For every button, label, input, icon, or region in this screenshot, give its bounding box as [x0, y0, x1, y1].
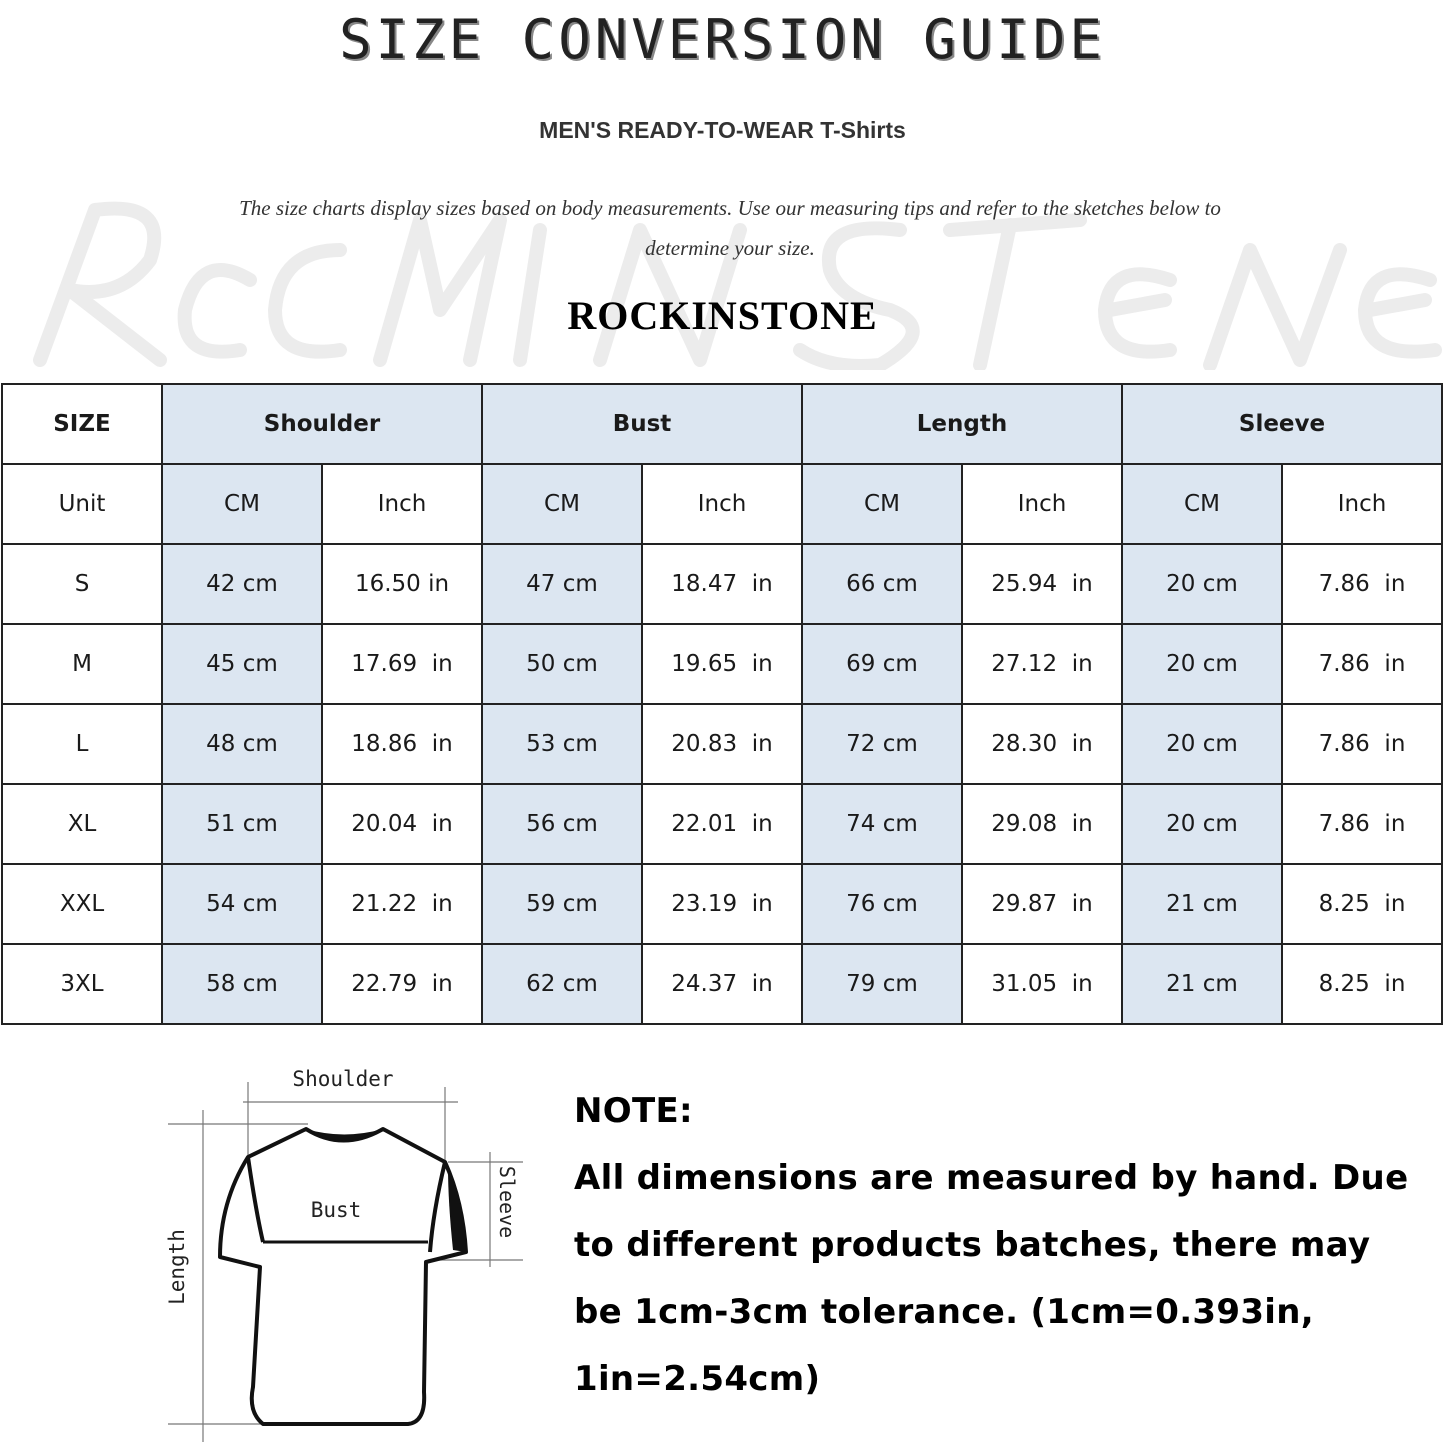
- unit-cell: CM: [481, 463, 643, 545]
- sleeve-header: Sleeve: [1121, 383, 1443, 465]
- table-row: 3XL 58 cm 22.79 in 62 cm 24.37 in 79 cm 31.05 …: [1, 943, 1443, 1025]
- unit-row: Unit CM Inch CM Inch CM Inch CM Inch: [1, 463, 1443, 545]
- table-header-row: SIZE Shoulder Bust Length Sleeve: [1, 383, 1443, 465]
- measurement-cell: 7.86 in: [1281, 543, 1443, 625]
- measurement-cell: 18.47 in: [641, 543, 803, 625]
- measurement-cell: 17.69 in: [321, 623, 483, 705]
- measurement-cell: 66 cm: [801, 543, 963, 625]
- measurement-cell: 31.05 in: [961, 943, 1123, 1025]
- measurement-cell: 23.19 in: [641, 863, 803, 945]
- measurement-cell: 56 cm: [481, 783, 643, 865]
- measurement-cell: 29.87 in: [961, 863, 1123, 945]
- subtitle: MEN'S READY-TO-WEAR T-Shirts: [539, 117, 906, 143]
- measurement-cell: 21 cm: [1121, 943, 1283, 1025]
- measurement-cell: 48 cm: [161, 703, 323, 785]
- length-label: Length: [165, 1229, 189, 1305]
- brand-name: ROCKINSTONE: [567, 293, 878, 338]
- unit-cell: CM: [1121, 463, 1283, 545]
- measurement-cell: 21 cm: [1121, 863, 1283, 945]
- size-cell: L: [1, 703, 163, 785]
- table-row: XL 51 cm 20.04 in 56 cm 22.01 in 74 cm 29.08 i…: [1, 783, 1443, 865]
- note-text: All dimensions are measured by hand. Due…: [574, 1158, 1409, 1399]
- shoulder-header: Shoulder: [161, 383, 483, 465]
- measurement-cell: 28.30 in: [961, 703, 1123, 785]
- measurement-cell: 76 cm: [801, 863, 963, 945]
- measurement-cell: 20.83 in: [641, 703, 803, 785]
- measurement-cell: 22.01 in: [641, 783, 803, 865]
- unit-cell: CM: [801, 463, 963, 545]
- measurement-cell: 74 cm: [801, 783, 963, 865]
- measurement-cell: 22.79 in: [321, 943, 483, 1025]
- measurement-cell: 29.08 in: [961, 783, 1123, 865]
- page-title: SIZE CONVERSION GUIDE: [339, 8, 1106, 71]
- table-row: XXL 54 cm 21.22 in 59 cm 23.19 in 76 cm 29.87 …: [1, 863, 1443, 945]
- measurement-cell: 53 cm: [481, 703, 643, 785]
- note-title: NOTE:: [574, 1091, 693, 1131]
- measurement-cell: 8.25 in: [1281, 943, 1443, 1025]
- measurement-cell: 20.04 in: [321, 783, 483, 865]
- size-cell: M: [1, 623, 163, 705]
- measurement-cell: 8.25 in: [1281, 863, 1443, 945]
- unit-cell: Inch: [1281, 463, 1443, 545]
- size-cell: XL: [1, 783, 163, 865]
- measurement-cell: 69 cm: [801, 623, 963, 705]
- unit-cell: CM: [161, 463, 323, 545]
- measurement-cell: 18.86 in: [321, 703, 483, 785]
- length-header: Length: [801, 383, 1123, 465]
- table-row: M 45 cm 17.69 in 50 cm 19.65 in 69 cm 27.12 in…: [1, 623, 1443, 705]
- measurement-cell: 25.94 in: [961, 543, 1123, 625]
- measurement-cell: 21.22 in: [321, 863, 483, 945]
- size-table: SIZE Shoulder Bust Length Sleeve Unit CM…: [1, 383, 1443, 1025]
- table-row: S 42 cm 16.50 in 47 cm 18.47 in 66 cm 25.94 in…: [1, 543, 1443, 625]
- measurement-cell: 20 cm: [1121, 543, 1283, 625]
- table-row: L 48 cm 18.86 in 53 cm 20.83 in 72 cm 28.30 in…: [1, 703, 1443, 785]
- size-cell: S: [1, 543, 163, 625]
- description: The size charts display sizes based on b…: [239, 196, 1221, 260]
- measurement-cell: 7.86 in: [1281, 783, 1443, 865]
- measurement-cell: 7.86 in: [1281, 623, 1443, 705]
- measurement-cell: 51 cm: [161, 783, 323, 865]
- size-header: SIZE: [1, 383, 163, 465]
- measurement-cell: 45 cm: [161, 623, 323, 705]
- measurement-cell: 58 cm: [161, 943, 323, 1025]
- measurement-cell: 72 cm: [801, 703, 963, 785]
- measurement-cell: 50 cm: [481, 623, 643, 705]
- size-cell: 3XL: [1, 943, 163, 1025]
- bust-header: Bust: [481, 383, 803, 465]
- measurement-cell: 59 cm: [481, 863, 643, 945]
- measurement-cell: 47 cm: [481, 543, 643, 625]
- measurement-cell: 79 cm: [801, 943, 963, 1025]
- size-cell: XXL: [1, 863, 163, 945]
- measurement-cell: 19.65 in: [641, 623, 803, 705]
- watermark-logo: [33, 201, 1442, 370]
- measurement-cell: 27.12 in: [961, 623, 1123, 705]
- measurement-cell: 20 cm: [1121, 703, 1283, 785]
- sleeve-label: Sleeve: [495, 1166, 519, 1238]
- measurement-cell: 20 cm: [1121, 783, 1283, 865]
- measurement-cell: 20 cm: [1121, 623, 1283, 705]
- bust-label: Bust: [311, 1198, 362, 1222]
- unit-cell: Inch: [321, 463, 483, 545]
- note-block: NOTE: All dimensions are measured by han…: [574, 1078, 1414, 1413]
- measurement-cell: 62 cm: [481, 943, 643, 1025]
- measurement-cell: 16.50 in: [321, 543, 483, 625]
- measurement-cell: 24.37 in: [641, 943, 803, 1025]
- tshirt-measurement-diagram: Shoulder Bust Sleeve Length: [165, 1067, 523, 1442]
- unit-label: Unit: [1, 463, 163, 545]
- unit-cell: Inch: [961, 463, 1123, 545]
- shoulder-label: Shoulder: [292, 1067, 393, 1091]
- measurement-cell: 7.86 in: [1281, 703, 1443, 785]
- measurement-cell: 54 cm: [161, 863, 323, 945]
- measurement-cell: 42 cm: [161, 543, 323, 625]
- unit-cell: Inch: [641, 463, 803, 545]
